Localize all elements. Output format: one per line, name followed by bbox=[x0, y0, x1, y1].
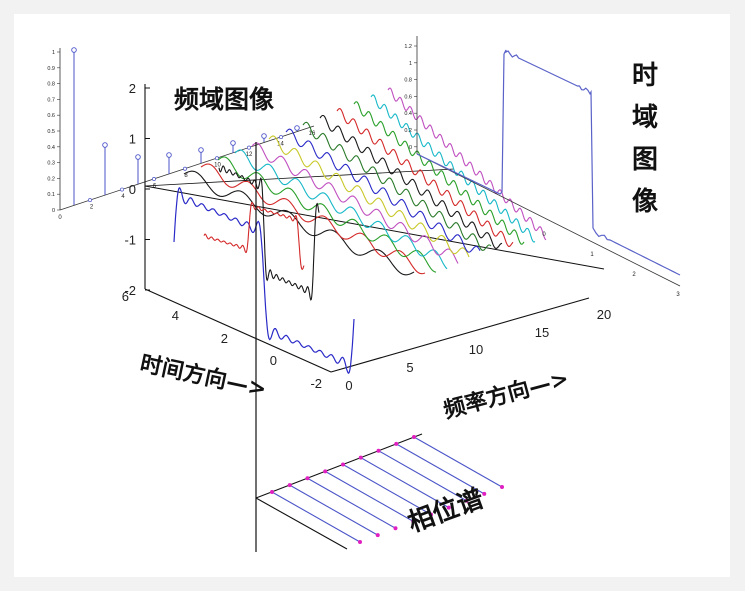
phase-spectrum-label: 相位谱 bbox=[404, 483, 488, 539]
spectrum-stem-marker bbox=[167, 153, 172, 158]
phase-stem-base-dot bbox=[306, 476, 310, 480]
time-tick-label: 6 bbox=[122, 289, 129, 304]
freq-tick-label: 5 bbox=[406, 360, 413, 375]
fourier-3d-diagram: 10.90.80.70.60.50.40.30.20.10 0246810121… bbox=[14, 14, 730, 577]
spectrum-y-tick-label: 0.3 bbox=[47, 161, 55, 167]
time-domain-char-1: 时 bbox=[632, 61, 658, 91]
time-inset-y-tick-label: 0.2 bbox=[404, 128, 412, 134]
spectrum-y-ticks: 1 0.9 0.8 0.7 0.6 0.5 0.4 0.3 0.2 0.1 0 bbox=[47, 50, 60, 214]
time-direction-label: 时间方向—> bbox=[138, 350, 269, 402]
spectrum-y-tick-label: 0.9 bbox=[47, 66, 55, 72]
z-tick-label: 1 bbox=[129, 132, 136, 147]
spectrum-x-tick-label: 4 bbox=[121, 194, 125, 200]
harmonic-wave bbox=[252, 143, 458, 264]
z-tick-label: 0 bbox=[129, 182, 136, 197]
time-domain-char-2: 域 bbox=[632, 103, 658, 133]
phase-stem-base-dot bbox=[394, 442, 398, 446]
spectrum-zero-marker bbox=[88, 199, 91, 202]
phase-stem-base-dot bbox=[377, 449, 381, 453]
freq-tick-label: 20 bbox=[597, 307, 611, 322]
freq-domain-label: 频域图像 bbox=[174, 85, 274, 114]
phase-base-line bbox=[256, 498, 347, 549]
time-domain-label: 时 域 图 像 bbox=[632, 61, 659, 217]
spectrum-stem-marker bbox=[136, 155, 141, 160]
spectrum-zero-marker bbox=[152, 177, 155, 180]
harmonic-wave bbox=[184, 171, 414, 275]
spectrum-x-tick-label: 10 bbox=[214, 163, 221, 169]
time-inset-x-tick-label: 2 bbox=[632, 272, 636, 278]
phase-stem-tip-dot bbox=[482, 492, 486, 496]
phase-stem-base-dot bbox=[323, 469, 327, 473]
phase-stem-base-dot bbox=[359, 456, 363, 460]
phase-stem-base-dot bbox=[412, 435, 416, 439]
phase-stem-tip-dot bbox=[500, 485, 504, 489]
spectrum-stem-marker bbox=[262, 134, 267, 139]
spectrum-y-tick-label: 0.2 bbox=[47, 176, 55, 182]
spectrum-zero-marker bbox=[247, 146, 250, 149]
phase-stem-tip-dot bbox=[358, 540, 362, 544]
z-tick-label: -1 bbox=[124, 233, 136, 248]
synthesized-wave-black bbox=[219, 166, 319, 300]
spectrum-stem-marker bbox=[199, 148, 204, 153]
time-tick-label: 0 bbox=[270, 353, 277, 368]
spectrum-stem-marker bbox=[231, 141, 236, 146]
time-tick-label: -2 bbox=[310, 376, 322, 391]
spectrum-y-tick-label: 0.7 bbox=[47, 97, 55, 103]
spectrum-x-tick-label: 2 bbox=[90, 205, 94, 211]
time-inset-x-tick-label: 0 bbox=[542, 232, 546, 238]
phase-stem-base-dot bbox=[341, 463, 345, 467]
time-inset-y-tick-label: 0 bbox=[409, 145, 412, 151]
spectrum-stem-marker bbox=[295, 126, 300, 131]
z-tick-label: 2 bbox=[129, 81, 136, 96]
time-inset-y-tick-label: 0.4 bbox=[404, 111, 412, 117]
frequency-axis bbox=[331, 298, 589, 372]
harmonic-wave bbox=[371, 95, 535, 242]
time-tick-label: 2 bbox=[221, 331, 228, 346]
spectrum-x-tick-label: 6 bbox=[153, 184, 157, 190]
time-inset-x-tick-label: 3 bbox=[676, 292, 680, 298]
spectrum-y-tick-label: 0.6 bbox=[47, 113, 55, 119]
time-inset-y-tick-label: 0.8 bbox=[404, 78, 412, 84]
spectrum-y-tick-label: 0.1 bbox=[47, 192, 55, 198]
freq-tick-label: 15 bbox=[535, 325, 549, 340]
spectrum-y-tick-label: 0.5 bbox=[47, 129, 55, 135]
figure-frame: 1 0.9 0.8 0.7 0.6 0.5 0.4 0.3 0.2 0.1 0 0 2 4 6 8 10 12 1… bbox=[14, 14, 730, 577]
spectrum-y-tick-label: 0.8 bbox=[47, 82, 55, 88]
time-inset-y-tick-label: 1 bbox=[409, 61, 412, 67]
zero-plane-line bbox=[145, 186, 604, 269]
time-domain-char-4: 像 bbox=[632, 187, 659, 217]
spectrum-zero-marker bbox=[120, 188, 123, 191]
time-domain-char-3: 图 bbox=[632, 145, 658, 175]
spectrum-y-tick-label: 1 bbox=[52, 50, 55, 56]
phase-stem-base-dot bbox=[288, 483, 292, 487]
freq-tick-label: 10 bbox=[469, 342, 483, 357]
time-inset-x-tick-label: 1 bbox=[590, 252, 594, 258]
freq-tick-label: 0 bbox=[345, 378, 352, 393]
spectrum-y-tick-label: 0 bbox=[52, 208, 55, 214]
phase-stem-tip-dot bbox=[394, 526, 398, 530]
spectrum-x-tick-label: 0 bbox=[58, 215, 62, 221]
time-inset-y-tick-label: 0.6 bbox=[404, 94, 412, 100]
spectrum-stem-marker bbox=[72, 48, 77, 53]
spectrum-stem-marker bbox=[103, 143, 108, 148]
time-tick-label: 4 bbox=[172, 308, 179, 323]
spectrum-zero-marker bbox=[279, 135, 282, 138]
freq-direction-label: 频率方向—> bbox=[441, 365, 572, 423]
z-ticks: 210-1-2 bbox=[124, 81, 150, 298]
phase-stem-tip-dot bbox=[376, 533, 380, 537]
spectrum-zero-marker bbox=[183, 167, 186, 170]
freq-ticks: 0 5 10 15 20 bbox=[345, 307, 611, 393]
spectrum-y-tick-label: 0.4 bbox=[47, 145, 55, 151]
phase-stem-base-dot bbox=[270, 490, 274, 494]
time-inset-y-tick-label: 1.2 bbox=[404, 44, 412, 50]
